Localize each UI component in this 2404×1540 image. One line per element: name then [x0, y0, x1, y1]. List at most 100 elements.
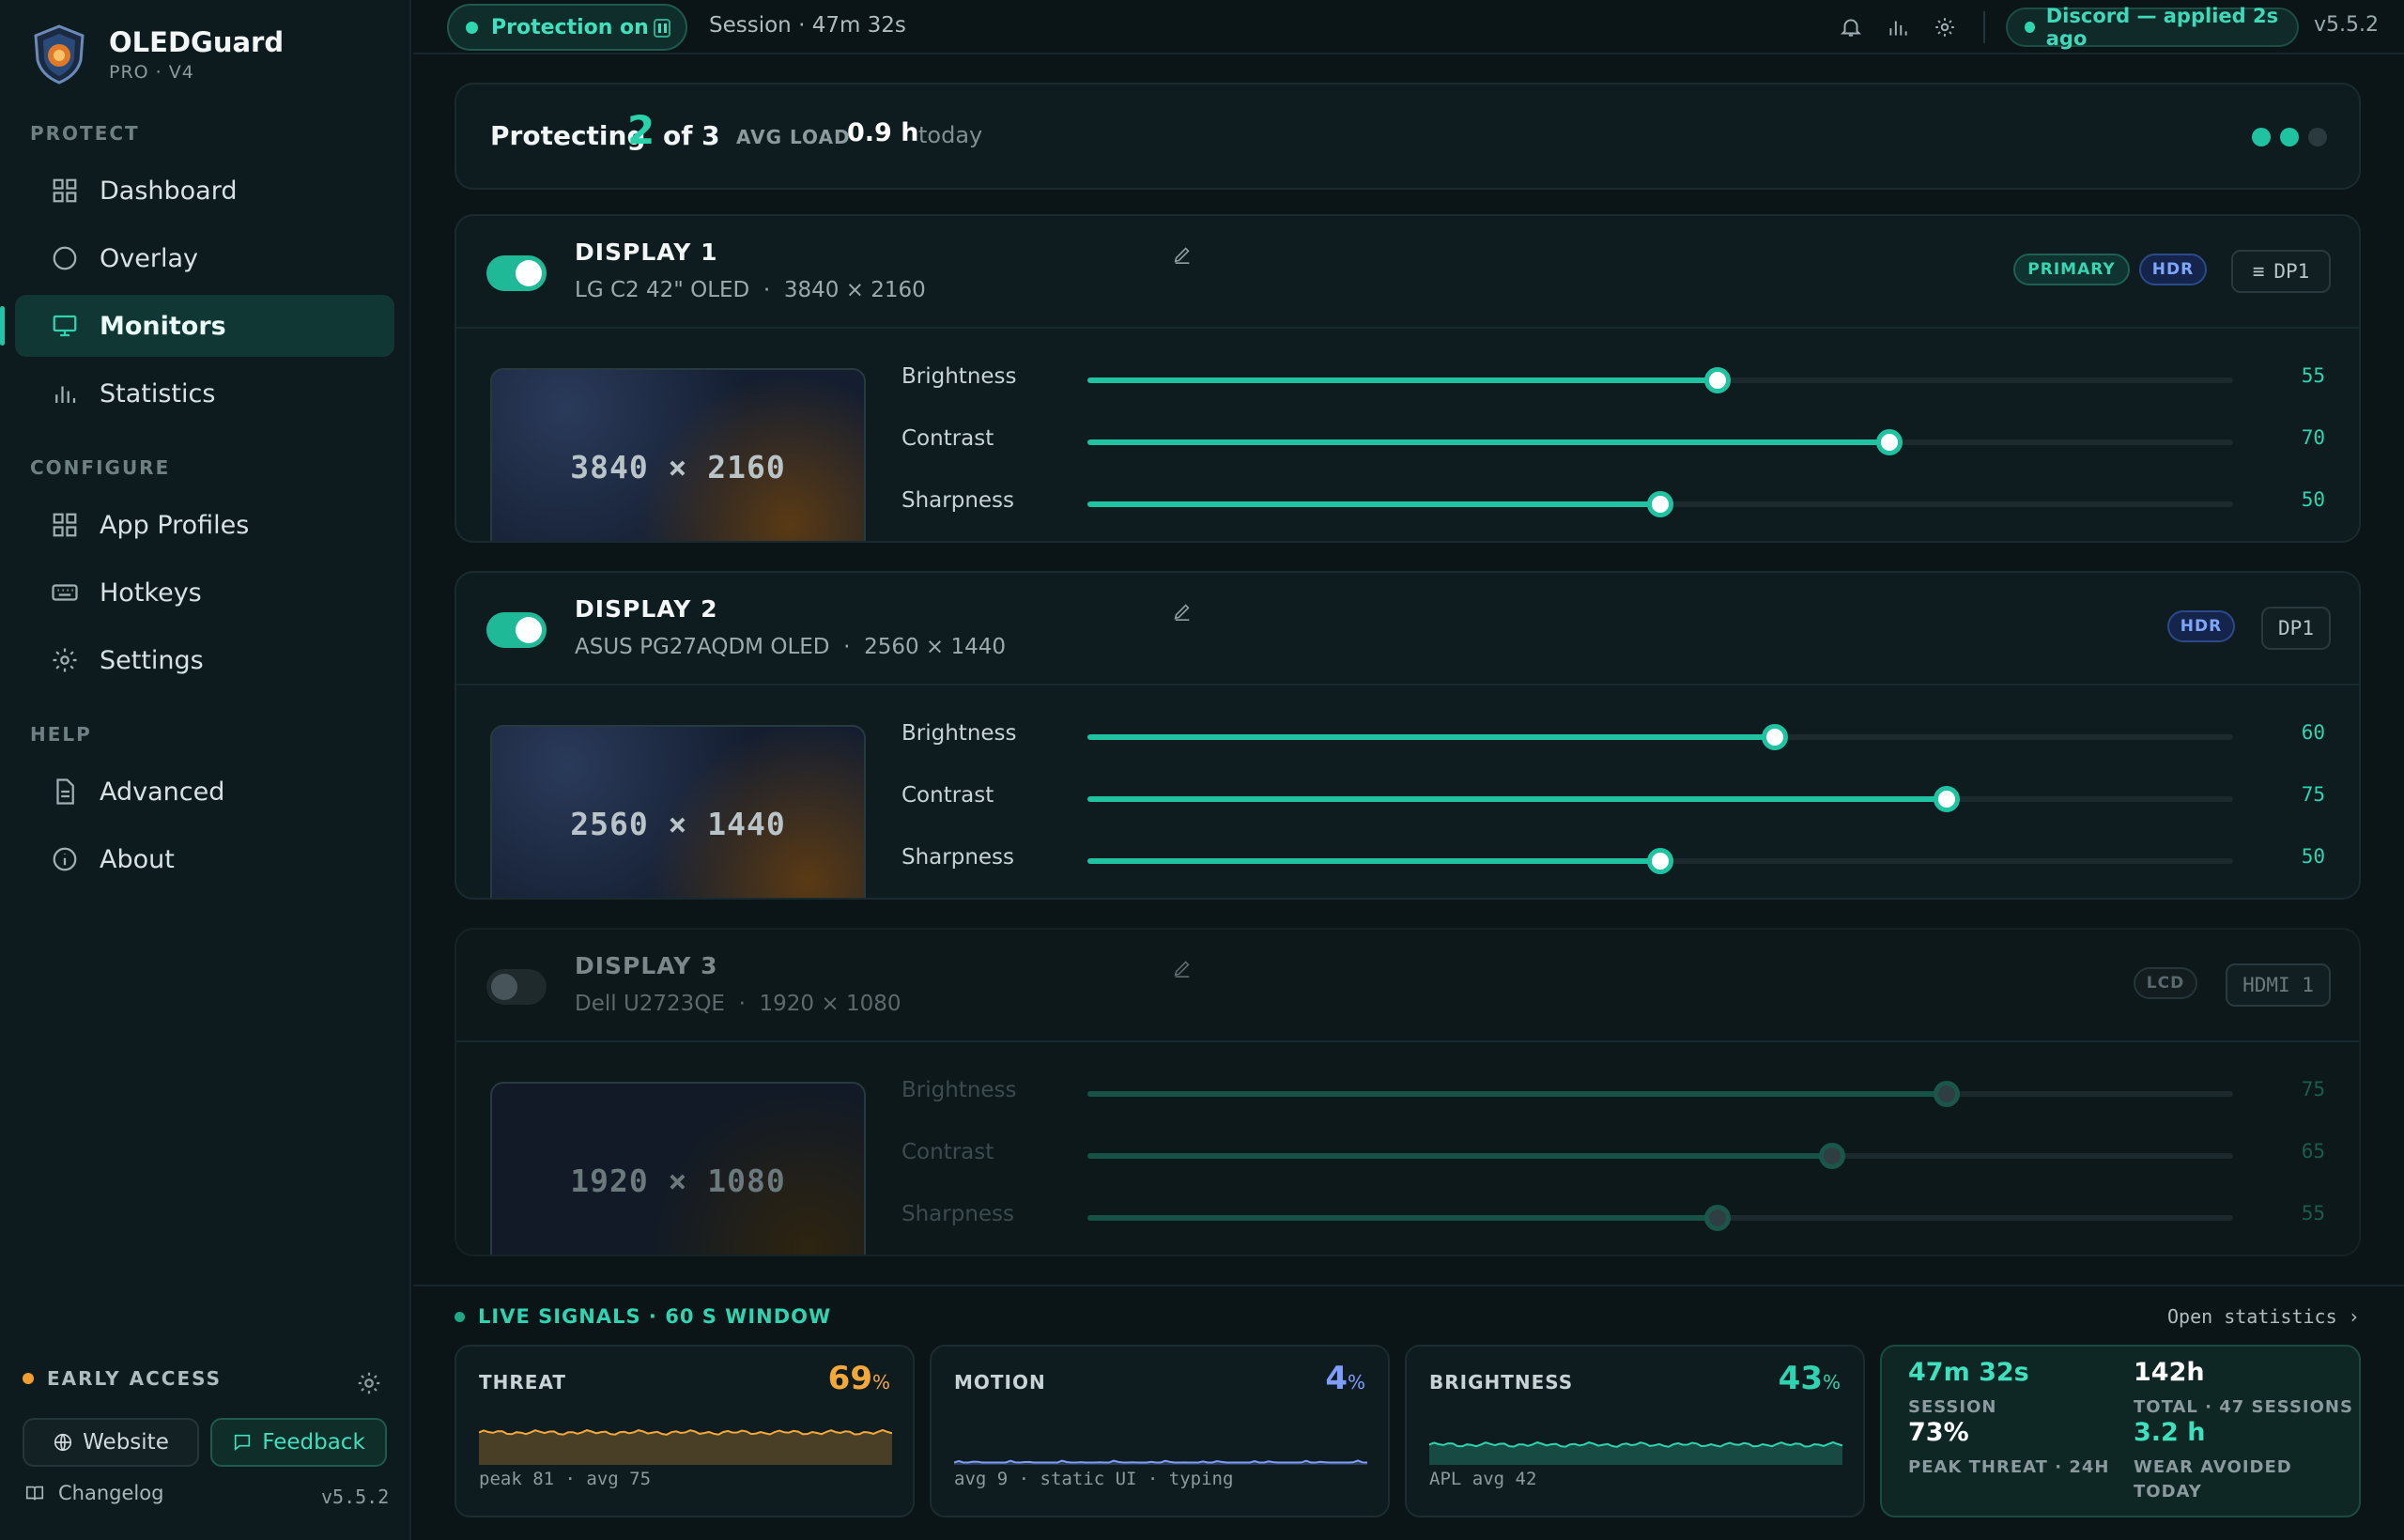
protected-total: of 3 [663, 120, 720, 151]
bell-icon[interactable] [1839, 15, 1863, 39]
sidebar-item-hotkeys[interactable]: Hotkeys [15, 562, 394, 624]
feedback-button[interactable]: Feedback [210, 1418, 387, 1467]
slider-handle[interactable] [1704, 1205, 1731, 1231]
avg-load-label: AVG LOAD [736, 126, 851, 148]
port-select[interactable]: ≡ DP1 [2231, 250, 2331, 293]
early-access-label: EARLY ACCESS [23, 1367, 222, 1390]
chat-icon [235, 1434, 251, 1452]
session-time-label: SESSION [1908, 1397, 1997, 1417]
port-select[interactable]: DP1 [2261, 607, 2331, 650]
sidebar-item-dashboard[interactable]: Dashboard [15, 160, 394, 222]
slider-handle[interactable] [1934, 1081, 1960, 1107]
active-profile-badge[interactable]: Discord — applied 2s ago [2006, 5, 2299, 50]
slider-fill [1087, 1153, 1832, 1159]
brightness-label: Brightness [902, 364, 1017, 389]
display-toggle[interactable] [486, 255, 547, 291]
monitor-icon [53, 315, 77, 337]
hdr-badge: HDR [2139, 254, 2207, 285]
slider-handle[interactable] [1934, 786, 1960, 812]
sidebar-item-label: Dashboard [100, 176, 238, 206]
port-select[interactable]: HDMI 1 [2226, 963, 2331, 1007]
slider-handle[interactable] [1704, 367, 1731, 393]
contrast-slider[interactable] [1087, 786, 2233, 812]
status-dot [2025, 22, 2035, 33]
live-signals-title: LIVE SIGNALS · 60 S WINDOW [455, 1305, 831, 1328]
circle-icon [53, 246, 77, 270]
sidebar-item-label: Advanced [100, 777, 225, 807]
protected-count: 2 [627, 107, 655, 153]
sharpness-label: Sharpness [902, 845, 1015, 870]
wear-avoided: 3.2 h [2134, 1418, 2206, 1447]
display-preview: 3840 × 2160 [490, 368, 866, 541]
sidebar-item-monitors[interactable]: Monitors [0, 295, 394, 357]
slider-handle[interactable] [1762, 724, 1788, 750]
threat-sparkline [479, 1428, 892, 1465]
display-status-dot [2308, 128, 2327, 146]
brightness-value: 55 [2301, 364, 2325, 387]
website-button[interactable]: Website [23, 1418, 199, 1467]
slider-fill [1087, 796, 1947, 802]
section-configure: CONFIGURE [30, 456, 171, 479]
hdr-badge: HDR [2167, 610, 2235, 642]
brightness-label: Brightness [902, 1078, 1017, 1102]
contrast-slider[interactable] [1087, 1143, 2233, 1169]
sidebar-item-statistics[interactable]: Statistics [15, 362, 394, 424]
sidebar-version: v5.5.2 [321, 1486, 390, 1508]
display-name: DISPLAY 3 [575, 952, 718, 979]
sidebar-item-overlay[interactable]: Overlay [15, 227, 394, 289]
slider-handle[interactable] [1819, 1143, 1845, 1169]
sharpness-slider[interactable] [1087, 491, 2233, 517]
info-icon [53, 847, 77, 871]
bar-chart-icon[interactable] [1886, 15, 1910, 39]
sparkline-line [479, 1428, 892, 1436]
sharpness-slider[interactable] [1087, 1205, 2233, 1231]
signal-footer: APL avg 42 [1429, 1469, 1537, 1489]
sharpness-slider[interactable] [1087, 848, 2233, 874]
pencil-icon[interactable] [1172, 601, 1193, 622]
book-icon [25, 1486, 44, 1501]
grid-icon [53, 178, 77, 203]
gear-icon[interactable] [355, 1369, 383, 1397]
sidebar-item-about[interactable]: About [15, 828, 394, 890]
signal-card-threat: THREAT 69% peak 81 · avg 75 [455, 1345, 915, 1517]
slider-handle[interactable] [1647, 491, 1673, 517]
sidebar-item-advanced[interactable]: Advanced [15, 761, 394, 823]
slider-fill [1087, 858, 1660, 864]
slider-fill [1087, 377, 1718, 383]
sharpness-value: 50 [2301, 845, 2325, 868]
app-version: v5.5.2 [2314, 13, 2379, 37]
display-toggle[interactable] [486, 612, 547, 648]
slider-fill [1087, 1091, 1947, 1097]
pencil-icon[interactable] [1172, 244, 1193, 265]
sharpness-label: Sharpness [902, 1202, 1015, 1226]
sidebar-item-settings[interactable]: Settings [15, 629, 394, 691]
contrast-value: 70 [2301, 426, 2325, 449]
contrast-slider[interactable] [1087, 429, 2233, 455]
lcd-badge: LCD [2134, 967, 2197, 999]
brightness-slider[interactable] [1087, 367, 2233, 393]
pause-icon[interactable] [654, 19, 670, 38]
sharpness-value: 55 [2301, 1202, 2325, 1224]
sharpness-value: 50 [2301, 488, 2325, 511]
gear-icon[interactable] [1933, 15, 1957, 39]
protection-toggle[interactable]: Protection on [447, 4, 687, 51]
display-card-header [456, 573, 2359, 685]
sidebar-item-label: About [100, 844, 175, 874]
brightness-slider[interactable] [1087, 1081, 2233, 1107]
pencil-icon[interactable] [1172, 958, 1193, 978]
sidebar-item-app-profiles[interactable]: App Profiles [15, 494, 394, 556]
sparkline-area [479, 1430, 892, 1465]
open-statistics-link[interactable]: Open statistics › [2167, 1305, 2360, 1328]
section-help: HELP [30, 723, 92, 746]
slider-handle[interactable] [1647, 848, 1673, 874]
slider-handle[interactable] [1876, 429, 1903, 455]
display-toggle[interactable] [486, 969, 547, 1005]
status-dot [455, 1311, 465, 1322]
changelog-link[interactable]: Changelog [24, 1482, 163, 1504]
brightness-slider[interactable] [1087, 724, 2233, 750]
session-time: 47m 32s [1908, 1358, 2029, 1387]
display-card-2: DISPLAY 2 ASUS PG27AQDM OLED · 2560 × 14… [455, 571, 2361, 900]
website-label: Website [83, 1430, 169, 1455]
sidebar-item-label: Overlay [100, 243, 198, 273]
signal-card-brightness: BRIGHTNESS 43% APL avg 42 [1405, 1345, 1865, 1517]
